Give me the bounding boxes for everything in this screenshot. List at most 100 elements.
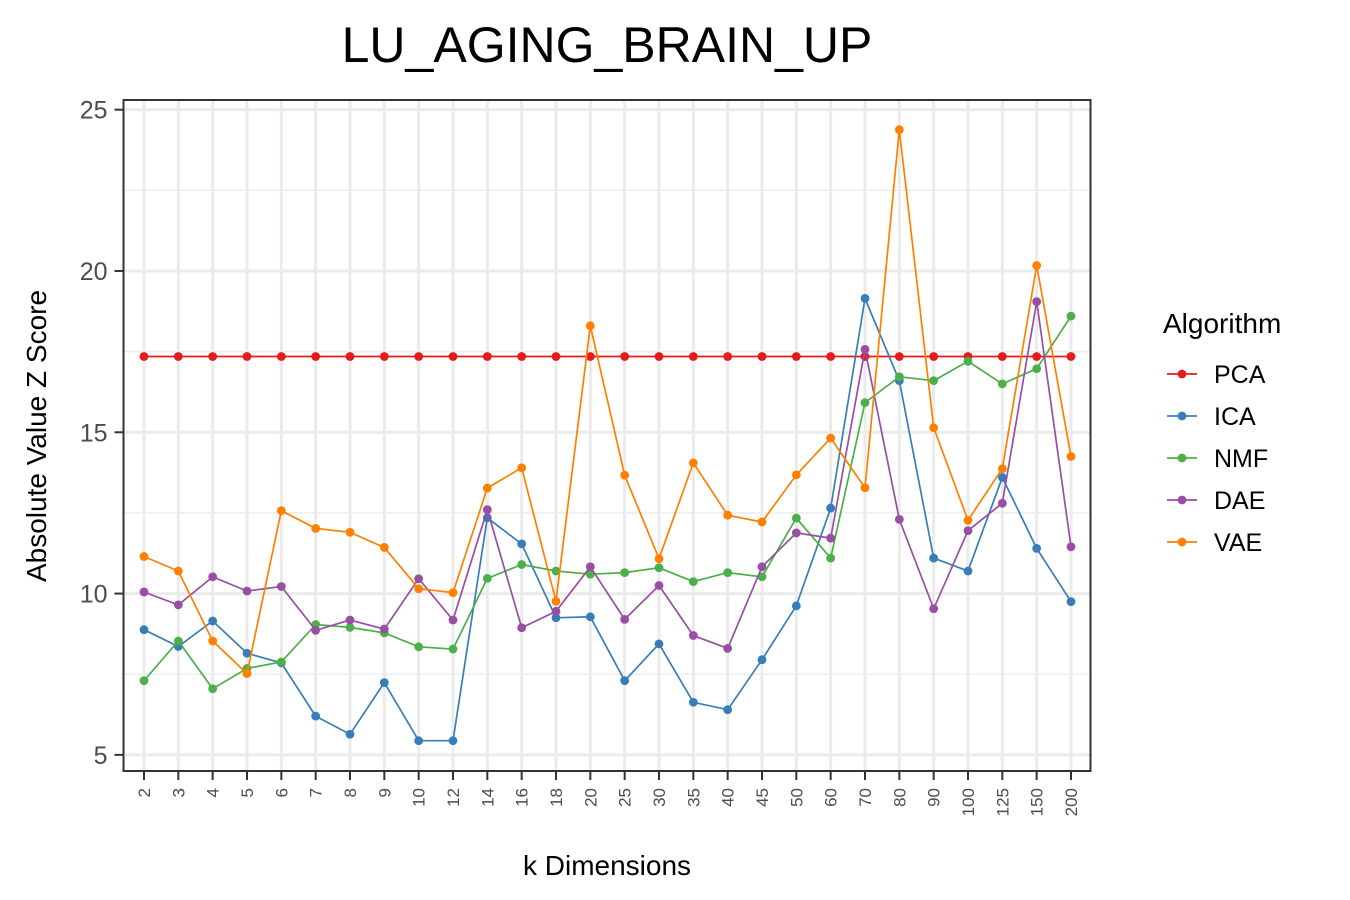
x-tick-label: 30 [650, 788, 669, 807]
data-point-dae [1066, 542, 1076, 552]
data-point-pca [311, 352, 321, 361]
x-tick-label: 150 [1028, 788, 1047, 816]
data-point-dae [963, 526, 973, 536]
y-tick-label: 20 [80, 258, 108, 286]
data-point-vae [826, 433, 836, 443]
data-point-ica [654, 639, 664, 649]
x-tick-label: 9 [375, 788, 394, 797]
series-line-vae [143, 129, 1072, 676]
data-point-vae [379, 543, 389, 552]
data-point-nmf [791, 513, 801, 523]
x-tick-label: 40 [719, 788, 738, 807]
data-point-nmf [929, 376, 939, 386]
x-tick-label: 45 [753, 788, 772, 807]
x-tick-label: 70 [856, 788, 875, 807]
data-point-vae [585, 321, 595, 331]
data-point-vae [482, 483, 492, 493]
data-point-pca [791, 352, 801, 361]
data-point-dae [276, 582, 286, 591]
data-point-nmf [860, 398, 870, 407]
data-point-vae [242, 669, 252, 678]
legend-title: Algorithm [1163, 308, 1281, 339]
data-point-vae [723, 510, 733, 520]
data-point-vae [997, 464, 1007, 474]
legend-label: DAE [1214, 487, 1265, 515]
y-tick-label: 15 [80, 419, 108, 447]
data-point-ica [688, 697, 698, 707]
x-tick-label: 2 [135, 788, 154, 797]
data-point-pca [517, 352, 527, 361]
x-tick-label: 80 [890, 788, 909, 807]
data-point-vae [448, 588, 458, 598]
data-point-ica [311, 711, 321, 721]
x-tick-label: 8 [341, 788, 360, 797]
x-tick-label: 50 [787, 788, 806, 807]
x-tick-label: 200 [1062, 788, 1081, 816]
data-point-nmf [345, 623, 355, 632]
data-point-nmf [654, 563, 664, 573]
x-tick-label: 3 [169, 788, 188, 797]
data-point-vae [791, 470, 801, 480]
data-point-vae [517, 463, 527, 473]
data-point-pca [482, 352, 492, 361]
data-point-pca [654, 352, 664, 361]
x-tick-label: 4 [204, 788, 223, 797]
data-point-pca [448, 352, 458, 361]
x-tick-label: 10 [410, 788, 429, 807]
data-point-vae [551, 596, 561, 606]
plot-border [122, 99, 1092, 772]
data-point-vae [414, 584, 424, 594]
data-point-dae [1032, 297, 1042, 307]
data-point-ica [517, 539, 527, 549]
data-point-dae [585, 562, 595, 572]
data-point-nmf [414, 642, 424, 652]
chart-title: LU_AGING_BRAIN_UP [342, 17, 873, 73]
data-point-nmf [997, 379, 1007, 389]
data-point-dae [311, 625, 321, 635]
data-point-dae [757, 562, 767, 572]
data-point-vae [345, 527, 355, 537]
data-point-nmf [894, 372, 904, 382]
data-point-dae [482, 505, 492, 515]
data-point-ica [585, 612, 595, 622]
series-line-nmf [143, 315, 1072, 690]
data-point-ica [826, 503, 836, 513]
data-point-vae [311, 524, 321, 533]
data-point-ica [963, 566, 973, 576]
data-point-nmf [585, 569, 595, 579]
legend-label: PCA [1214, 361, 1266, 389]
data-point-pca [894, 352, 904, 361]
x-tick-label: 6 [272, 788, 291, 797]
data-point-pca [585, 352, 595, 361]
data-point-nmf [482, 574, 492, 583]
x-tick-label: 35 [684, 788, 703, 807]
data-point-dae [620, 614, 630, 624]
data-point-dae [173, 600, 183, 610]
x-tick-label: 20 [581, 788, 600, 807]
x-tick-label: 18 [547, 788, 566, 807]
data-point-ica [620, 676, 630, 686]
data-point-nmf [139, 676, 149, 686]
data-point-ica [242, 648, 252, 658]
data-point-pca [414, 352, 424, 361]
y-tick-label: 10 [80, 581, 108, 609]
x-tick-label: 14 [478, 788, 497, 807]
data-point-ica [208, 616, 218, 626]
x-tick-label: 125 [993, 788, 1012, 816]
data-point-pca [723, 352, 733, 361]
data-point-pca [688, 352, 698, 361]
data-point-pca [997, 352, 1007, 361]
data-point-nmf [1032, 364, 1042, 374]
data-point-pca [1066, 352, 1076, 361]
data-point-ica [379, 678, 389, 688]
x-tick-label: 60 [822, 788, 841, 807]
data-point-ica [345, 729, 355, 739]
data-point-dae [517, 623, 527, 633]
data-point-dae [688, 631, 698, 640]
data-point-dae [894, 514, 904, 524]
data-point-nmf [723, 568, 733, 578]
data-point-dae [345, 615, 355, 625]
legend-key-point [1177, 453, 1187, 463]
